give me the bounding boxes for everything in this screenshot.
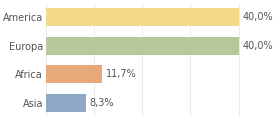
- Bar: [46, 94, 86, 112]
- Bar: [46, 8, 239, 26]
- Text: 8,3%: 8,3%: [90, 98, 114, 108]
- Bar: [46, 65, 102, 83]
- Text: 11,7%: 11,7%: [106, 69, 137, 79]
- Bar: [46, 37, 239, 55]
- Text: 40,0%: 40,0%: [242, 12, 273, 22]
- Text: 40,0%: 40,0%: [242, 41, 273, 51]
